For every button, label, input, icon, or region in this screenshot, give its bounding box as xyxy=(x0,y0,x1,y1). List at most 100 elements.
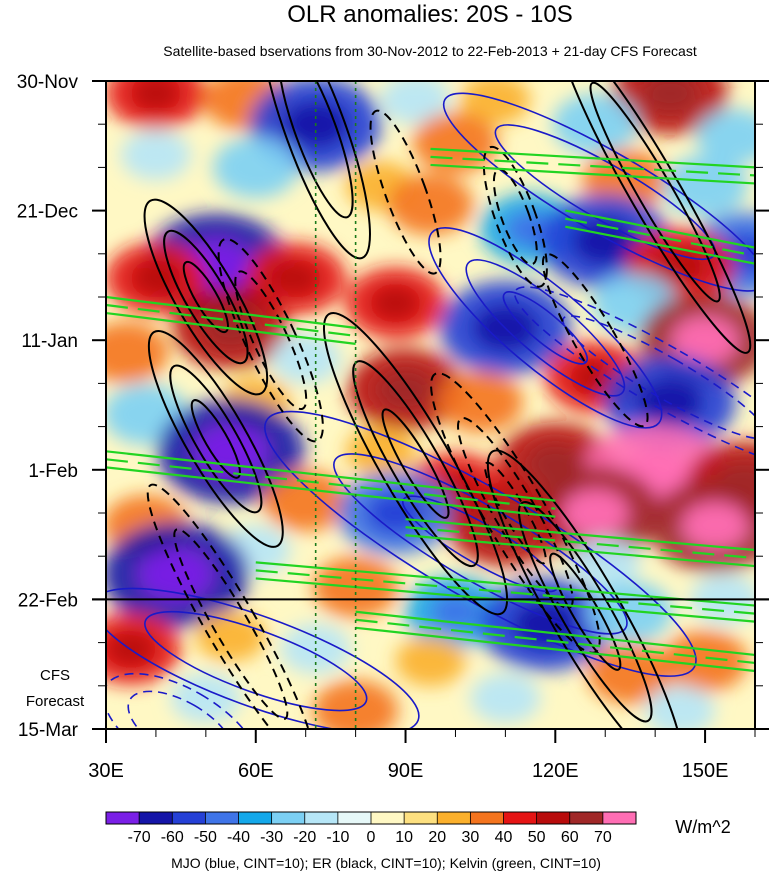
contour-legend-footer: MJO (blue, CINT=10); ER (black, CINT=10)… xyxy=(171,855,601,871)
colorbar-tick-label: -50 xyxy=(194,829,217,846)
anomaly-cell xyxy=(120,130,191,181)
colorbar-swatch xyxy=(172,812,206,824)
kelvin-contour xyxy=(255,561,755,607)
plot-area xyxy=(106,81,755,729)
anomaly-core xyxy=(682,501,748,549)
er-contours xyxy=(143,81,752,729)
colorbar-swatch xyxy=(404,812,438,824)
er-contour xyxy=(352,360,479,568)
y-tick-label: 30-Nov xyxy=(17,72,79,93)
colorbar-swatch xyxy=(106,812,140,824)
kelvin-contour xyxy=(355,610,755,657)
colorbar-tick-label: 30 xyxy=(461,829,479,846)
anomaly-cell xyxy=(412,112,499,174)
anomaly-core xyxy=(572,217,639,265)
kelvin-contour xyxy=(106,311,356,345)
anomaly-core xyxy=(641,81,700,115)
colorbar-tick-label: -70 xyxy=(128,829,151,846)
er-contour xyxy=(147,330,284,548)
reference-lines xyxy=(314,81,357,729)
forecast-label-line2: Forecast xyxy=(26,693,85,710)
er-contour xyxy=(143,198,269,396)
mjo-contour xyxy=(127,690,235,729)
anomaly-core xyxy=(139,548,213,601)
er-contour xyxy=(260,81,371,260)
colorbar-tick-label: 10 xyxy=(395,829,413,846)
colorbar-tick-label: 0 xyxy=(367,829,376,846)
anomaly-cell xyxy=(662,155,748,217)
er-contour xyxy=(484,461,547,565)
anomaly-core xyxy=(370,285,421,322)
colorbar-swatch xyxy=(503,812,538,824)
x-tick-label: 60E xyxy=(238,760,274,782)
anomaly-core xyxy=(270,260,321,297)
forecast-label-line1: CFS xyxy=(40,667,70,684)
colorbar-swatch xyxy=(337,812,372,824)
colorbar-tick-label: 20 xyxy=(428,829,446,846)
kelvin-contour xyxy=(106,295,356,329)
y-tick-label: 1-Feb xyxy=(28,461,78,482)
anomaly-cell xyxy=(213,136,299,198)
colorbar-swatch xyxy=(304,812,339,824)
kelvin-contour xyxy=(565,217,755,257)
colorbar-tick-label: 60 xyxy=(561,829,579,846)
anomaly-cell xyxy=(645,685,716,729)
kelvin-contours xyxy=(106,147,755,673)
colorbar-swatch xyxy=(238,812,273,824)
x-tick-label: 30E xyxy=(88,760,124,782)
colorbar-swatch xyxy=(205,812,239,824)
kelvin-contour xyxy=(106,458,556,510)
x-tick-label: 150E xyxy=(682,760,729,782)
colorbar-tick-label: -10 xyxy=(326,829,349,846)
er-contour xyxy=(541,253,649,428)
colorbar-unit: W/m^2 xyxy=(675,817,730,837)
anomaly-cell xyxy=(380,81,451,125)
er-contour xyxy=(173,528,289,720)
colorbar-tick-label: -20 xyxy=(293,829,316,846)
kelvin-contour xyxy=(430,147,755,169)
er-contour xyxy=(190,399,241,479)
mjo-contour xyxy=(562,315,755,440)
mjo-contour xyxy=(428,227,663,429)
anomaly-core xyxy=(130,81,182,112)
x-axis: 30E 60E 90E 120E 150E xyxy=(88,729,756,782)
kelvin-contour xyxy=(106,466,556,518)
er-contour xyxy=(381,408,450,519)
colorbar-swatch xyxy=(536,812,571,824)
er-contour xyxy=(589,81,721,303)
chart-title: OLR anomalies: 20S - 10S xyxy=(287,1,572,28)
anomaly-cell xyxy=(195,611,266,662)
er-contour xyxy=(549,552,622,671)
colorbar-tick-label: -60 xyxy=(161,829,184,846)
anomaly-cell xyxy=(470,673,541,724)
er-contour xyxy=(169,364,263,514)
anomaly-cell xyxy=(460,81,531,125)
y-axis: 30-Nov 21-Dec 11-Jan 1-Feb 22-Feb 15-Mar xyxy=(17,72,769,741)
colorbar-swatch xyxy=(470,812,504,824)
y-tick-label: 21-Dec xyxy=(17,202,78,223)
colorbar-tick-label: 70 xyxy=(594,829,612,846)
kelvin-contour xyxy=(355,618,755,665)
anomaly-core xyxy=(376,368,435,411)
er-contour xyxy=(182,260,229,334)
kelvin-contour xyxy=(430,155,755,177)
er-contour xyxy=(369,109,442,275)
plot-frame xyxy=(105,80,756,730)
y-tick-label: 15-Mar xyxy=(18,720,79,741)
mjo-contour xyxy=(442,92,755,292)
colorbar-tick-label: 40 xyxy=(495,829,513,846)
colorbar-swatch xyxy=(139,812,173,824)
anomaly-cell xyxy=(262,470,349,532)
mjo-contour xyxy=(144,610,368,712)
colorbar-swatch xyxy=(569,812,604,824)
colorbar: -70 -60 -50 -40 -30 -20 -10 0 10 20 30 40 50 60 70 xyxy=(105,811,637,846)
er-contour xyxy=(217,237,324,443)
anomaly-cell xyxy=(437,371,524,433)
y-tick-label: 11-Jan xyxy=(21,331,78,352)
colorbar-tick-label: 50 xyxy=(528,829,546,846)
colorbar-swatch xyxy=(371,812,405,824)
y-tick-label: 22-Feb xyxy=(18,590,78,611)
er-contour xyxy=(457,416,574,610)
x-tick-label: 120E xyxy=(532,760,579,782)
anomaly-core xyxy=(130,260,182,297)
